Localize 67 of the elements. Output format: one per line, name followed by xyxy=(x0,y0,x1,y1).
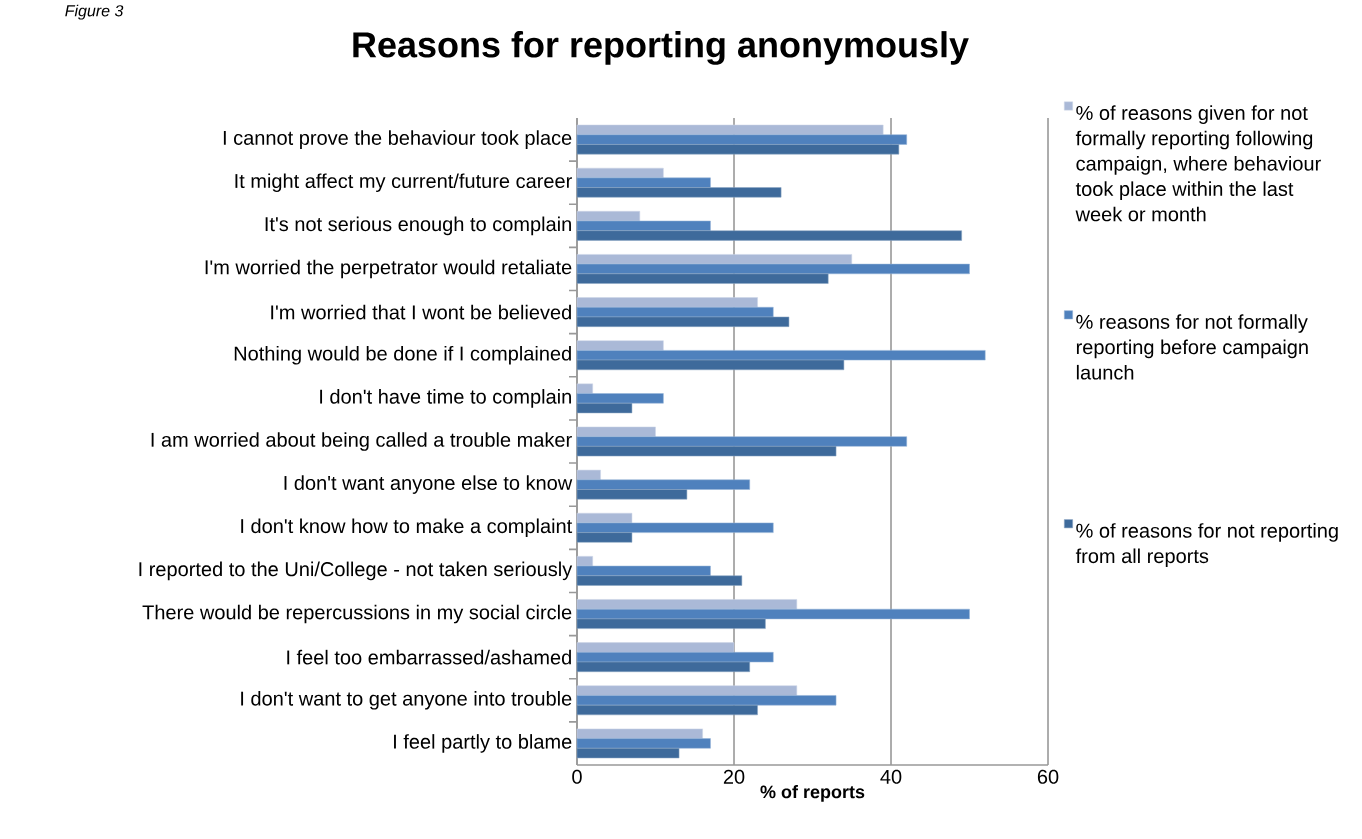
y-tick-label: I don't know how to make a complaint xyxy=(241,518,573,538)
y-tick-label: It might affect my current/future career xyxy=(235,173,572,193)
bar xyxy=(576,532,633,543)
bar xyxy=(576,652,774,663)
x-tick-label: 40 xyxy=(880,769,902,784)
legend-label: % reasons for not formally reporting before campaign launch xyxy=(1076,314,1308,380)
bar xyxy=(576,446,837,457)
bar xyxy=(576,661,750,672)
bar xyxy=(576,220,711,231)
bar xyxy=(576,599,798,610)
x-tick-label: 20 xyxy=(723,769,745,784)
y-tick-label: I am worried about being called a trouble maker xyxy=(151,432,572,451)
bar xyxy=(576,426,656,437)
bar xyxy=(576,124,884,135)
bar xyxy=(576,393,664,404)
legend-label: % of reasons given for not formally reporting following campaign, where behaviour took place within the last week or month xyxy=(1075,105,1321,222)
x-tick-label: 60 xyxy=(1037,769,1059,784)
x-axis-title: % of reports xyxy=(760,785,865,802)
bar xyxy=(576,642,735,653)
bar xyxy=(576,748,680,759)
bar xyxy=(576,263,970,275)
bar xyxy=(576,489,688,500)
y-tick-label: I don't have time to complain xyxy=(320,389,571,408)
caption: Figure 3 xyxy=(65,4,124,20)
bar xyxy=(576,522,774,533)
y-tick-label: I don't want to get anyone into trouble xyxy=(241,690,572,710)
bar xyxy=(576,608,970,620)
bar xyxy=(576,167,664,179)
bar xyxy=(576,144,900,155)
x-tick-label: 0 xyxy=(572,769,582,784)
y-tick-label: I reported to the Uni/College - not taken seriously xyxy=(139,561,573,581)
bar xyxy=(576,134,907,145)
bar xyxy=(576,436,907,447)
bar xyxy=(576,479,750,490)
bar xyxy=(576,728,703,739)
bar xyxy=(576,618,766,629)
bar xyxy=(576,316,790,327)
bar xyxy=(576,695,837,706)
y-tick-label: Nothing would be done if I complained xyxy=(234,345,571,365)
y-tick-label: I don't want anyone else to know xyxy=(284,475,573,494)
bar xyxy=(576,230,962,241)
bar xyxy=(576,512,633,524)
bar xyxy=(576,685,798,696)
y-tick-label: I'm worried the perpetrator would retaliate xyxy=(205,259,572,279)
bar xyxy=(576,359,845,371)
bar xyxy=(576,738,711,749)
bar xyxy=(576,383,593,394)
bar xyxy=(576,556,593,567)
chart-title: Reasons for reporting anonymously xyxy=(353,31,969,65)
y-tick-label: I feel too embarrassed/ashamed xyxy=(287,649,571,665)
bar xyxy=(576,297,758,308)
bar xyxy=(576,469,601,481)
y-tick-label: I cannot prove the behaviour took place xyxy=(223,130,572,149)
y-tick-label: I feel partly to blame xyxy=(394,734,572,753)
y-tick-label: It's not serious enough to complain xyxy=(265,216,571,236)
bar xyxy=(576,350,986,361)
bar xyxy=(576,575,743,586)
y-tick-label: I'm worried that I wont be believed xyxy=(271,304,571,320)
bar xyxy=(576,704,758,716)
bar xyxy=(576,187,782,198)
bar xyxy=(576,402,633,414)
bar xyxy=(576,273,829,284)
bar xyxy=(576,340,664,351)
bar xyxy=(576,177,711,188)
legend-label: % of reasons for not reporting from all reports xyxy=(1075,523,1338,568)
y-tick-label: There would be repercussions in my social circle xyxy=(142,604,572,624)
bar xyxy=(576,565,711,577)
